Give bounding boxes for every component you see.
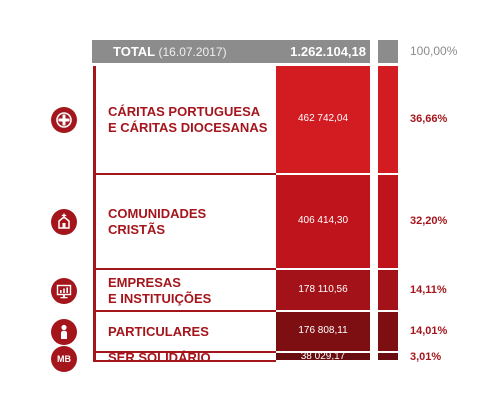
- total-label: TOTAL (16.07.2017): [113, 40, 227, 63]
- category-label-3: PARTICULARES: [108, 324, 209, 340]
- category-label-2: EMPRESAS E INSTITUIÇÕES: [108, 275, 211, 307]
- total-value: 1.262.104,18: [290, 44, 366, 59]
- percent-label-1: 32,20%: [410, 215, 448, 228]
- category-label-line1: EMPRESAS: [108, 274, 181, 290]
- category-label-line1: PARTICULARES: [108, 324, 209, 340]
- bar-1: [276, 174, 370, 268]
- category-label-1: COMUNIDADES CRISTÃS: [108, 206, 206, 238]
- bar-value-0: 462 742,04: [297, 113, 349, 125]
- total-bar: [92, 40, 370, 63]
- bar-3: [276, 311, 370, 352]
- bar-value-2: 178 110,56: [298, 283, 348, 295]
- row-separator-4: [93, 360, 276, 362]
- side-bar-4: [378, 353, 398, 360]
- bar-0: [276, 66, 370, 173]
- side-bar-0: [378, 66, 398, 173]
- category-label-line2: E CÁRITAS DIOCESANAS: [108, 120, 268, 136]
- category-label-line2: E INSTITUIÇÕES: [108, 290, 212, 306]
- percent-label-2: 14,11%: [410, 283, 447, 296]
- total-percent: 100,00%: [410, 44, 458, 58]
- side-bar-2: [378, 269, 398, 310]
- side-bar-1: [378, 174, 398, 268]
- total-bar-side: [378, 40, 398, 63]
- bar-4: [276, 353, 370, 360]
- category-label-line1: CÁRITAS PORTUGUESA: [108, 104, 261, 120]
- monitor-chart-icon: [51, 277, 77, 304]
- mb-logo-text: MB: [57, 353, 71, 364]
- church-icon: [51, 209, 77, 236]
- total-title: TOTAL: [113, 44, 155, 59]
- category-label-line1: SER SOLIDÁRIO: [108, 349, 211, 365]
- category-label-4: SER SOLIDÁRIO: [108, 350, 211, 366]
- category-label-line2: CRISTÃS: [108, 222, 166, 238]
- percent-label-0: 36,66%: [410, 113, 448, 126]
- left-guide-line: [93, 66, 96, 362]
- total-date: (16.07.2017): [158, 45, 227, 59]
- category-label-0: CÁRITAS PORTUGUESA E CÁRITAS DIOCESANAS: [108, 104, 267, 136]
- mb-logo-icon: MB: [51, 345, 77, 372]
- bar-value-4: 38 029,17: [300, 350, 346, 362]
- bar-2: [276, 269, 370, 310]
- row-separator-0: [93, 172, 276, 175]
- percent-label-4: 3,01%: [410, 350, 442, 363]
- percent-label-3: 14,01%: [410, 325, 448, 338]
- category-label-line1: COMUNIDADES: [108, 206, 207, 222]
- bar-value-1: 406 414,30: [297, 215, 349, 227]
- row-separator-1: [93, 267, 276, 270]
- person-icon: [51, 319, 77, 346]
- bar-value-3: 176 808,11: [298, 325, 348, 337]
- row-separator-3: [93, 351, 276, 354]
- caritas-cross-icon: [51, 107, 77, 134]
- row-separator-2: [93, 309, 276, 312]
- side-bar-3: [378, 311, 398, 352]
